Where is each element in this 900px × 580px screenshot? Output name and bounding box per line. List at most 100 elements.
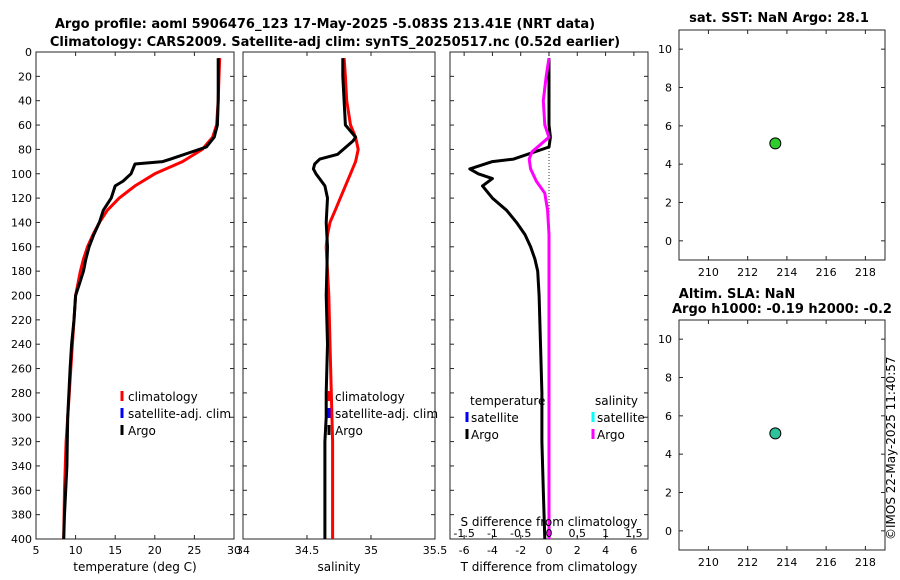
sst-xtick-label: 212 <box>737 266 758 279</box>
temp-ytick-label: 140 <box>11 216 32 229</box>
temp-xtick-label: 20 <box>148 544 162 557</box>
temp-ytick-label: 80 <box>18 143 32 156</box>
temp-ytick-label: 120 <box>11 192 32 205</box>
diff-s-tick-label: -1 <box>487 527 498 540</box>
sla-ytick-label: 8 <box>665 372 672 385</box>
sst-ytick-label: 8 <box>665 82 672 95</box>
diff-legend-title-salinity: salinity <box>595 394 638 408</box>
temp-ytick-label: 240 <box>11 338 32 351</box>
temp-xtick-label: 5 <box>33 544 40 557</box>
temp-xtick-label: 30 <box>227 544 241 557</box>
diff-s-tick-label: 0 <box>546 527 553 540</box>
diff-legend-s-label: satellite <box>597 411 645 425</box>
sla-xtick-label: 214 <box>776 556 797 569</box>
temp-ytick-label: 360 <box>11 484 32 497</box>
temp-xtick-label: 10 <box>69 544 83 557</box>
sla-axes-box <box>678 319 886 551</box>
sst-point-marker <box>769 137 782 150</box>
figure-title-line1: Argo profile: aoml 5906476_123 17-May-20… <box>55 17 595 32</box>
diff-legend-title-temperature: temperature <box>470 394 545 408</box>
diff-xtick-label: 2 <box>574 544 581 557</box>
diff-s-tick-label: -1.5 <box>453 527 474 540</box>
diff-xtick-label: 6 <box>630 544 637 557</box>
sal-series-climatology <box>324 57 360 539</box>
temp-ytick-label: 160 <box>11 241 32 254</box>
diff-legend-s-label: Argo <box>597 428 625 442</box>
sal-xtick-label: 34.5 <box>295 544 320 557</box>
temp-ytick-label: 380 <box>11 509 32 522</box>
temp-ytick-label: 260 <box>11 363 32 376</box>
temp-ytick-label: 340 <box>11 460 32 473</box>
sal-series-argo <box>311 58 358 539</box>
sal-legend-label: satellite-adj. clim <box>335 407 438 421</box>
diff-s-tick-label: 1.5 <box>625 527 643 540</box>
sst-ytick-label: 4 <box>665 158 672 171</box>
diff-xtick-label: -2 <box>515 544 526 557</box>
temp-ytick-label: 300 <box>11 411 32 424</box>
sla-ytick-label: 0 <box>665 525 672 538</box>
diff-s-tick-label: 1 <box>602 527 609 540</box>
diff-xtick-label: 4 <box>602 544 609 557</box>
sla-ytick-label: 4 <box>665 448 672 461</box>
diff-xtick-label: 0 <box>546 544 553 557</box>
diff-xtick-label: -6 <box>459 544 470 557</box>
temp-ytick-label: 60 <box>18 119 32 132</box>
temp-ytick-label: 200 <box>11 290 32 303</box>
temp-ytick-label: 320 <box>11 436 32 449</box>
sla-title: Altim. SLA: NaN <box>679 287 795 302</box>
sst-ytick-label: 2 <box>665 197 672 210</box>
sst-ytick-label: 10 <box>658 43 672 56</box>
sal-axes-box <box>242 51 436 540</box>
sla-ytick-label: 2 <box>665 487 672 500</box>
sla-ytick-label: 10 <box>658 333 672 346</box>
temp-xtick-label: 15 <box>108 544 122 557</box>
temp-ytick-label: 180 <box>11 265 32 278</box>
temp-legend-label: Argo <box>128 424 156 438</box>
temp-ytick-label: 100 <box>11 168 32 181</box>
temp-xlabel: temperature (deg C) <box>73 560 196 574</box>
sal-xlabel: salinity <box>317 560 360 574</box>
sla-xtick-label: 210 <box>698 556 719 569</box>
sla-xtick-label: 216 <box>816 556 837 569</box>
sst-ytick-label: 0 <box>665 235 672 248</box>
sal-xtick-label: 35 <box>364 544 378 557</box>
diff-s-tick-label: 0.5 <box>569 527 587 540</box>
diff-xlabel: T difference from climatology <box>460 560 638 574</box>
sal-xtick-label: 35.5 <box>423 544 448 557</box>
sal-legend-label: climatology <box>335 390 405 404</box>
diff-xtick-label: -4 <box>487 544 498 557</box>
sst-axes-box <box>678 29 886 261</box>
sst-ytick-label: 6 <box>665 120 672 133</box>
temp-ytick-label: 280 <box>11 387 32 400</box>
sla-ytick-label: 6 <box>665 410 672 423</box>
sst-xtick-label: 214 <box>776 266 797 279</box>
diff-s-axis-label: S difference from climatology <box>461 515 638 529</box>
sst-xtick-label: 216 <box>816 266 837 279</box>
sla-xtick-label: 218 <box>855 556 876 569</box>
diff-s-tick-label: -0.5 <box>510 527 531 540</box>
temp-ytick-label: 220 <box>11 314 32 327</box>
sst-xtick-label: 210 <box>698 266 719 279</box>
temp-ytick-label: 0 <box>25 46 32 59</box>
temp-series-climatology <box>62 58 222 540</box>
diff-legend-t-label: satellite <box>471 411 519 425</box>
difference-panel: -6 -4 -2 0 2 4 6 T difference from climatology S… <box>449 51 649 574</box>
sla-point-marker <box>769 427 782 440</box>
sla-subtitle: Argo h1000: -0.19 h2000: -0.2 <box>672 302 892 317</box>
temp-series-argo <box>62 58 220 540</box>
diff-series-s-argo <box>527 57 551 539</box>
sst-title: sat. SST: NaN Argo: 28.1 <box>689 11 869 26</box>
temp-xtick-label: 25 <box>187 544 201 557</box>
sal-legend-label: Argo <box>335 424 363 438</box>
diff-legend-t-label: Argo <box>471 428 499 442</box>
temperature-panel: 5 10 15 20 25 3002040608010012014016018020022… <box>11 46 241 574</box>
sst-xtick-label: 218 <box>855 266 876 279</box>
imos-timestamp: ©IMOS 22-May-2025 11:40:57 <box>884 356 898 540</box>
sla-map-panel: 210 212 214 216 218 0 2 4 6 8 10 Altim. SLA: NaNArg… <box>658 287 892 569</box>
temp-legend-label: satellite-adj. clim <box>128 407 231 421</box>
sal-xtick-label: 34 <box>236 544 250 557</box>
sla-xtick-label: 212 <box>737 556 758 569</box>
temp-ytick-label: 400 <box>11 533 32 546</box>
sst-map-panel: 210 212 214 216 218 0 2 4 6 8 10 sat. SST: NaN Argo… <box>658 11 886 279</box>
